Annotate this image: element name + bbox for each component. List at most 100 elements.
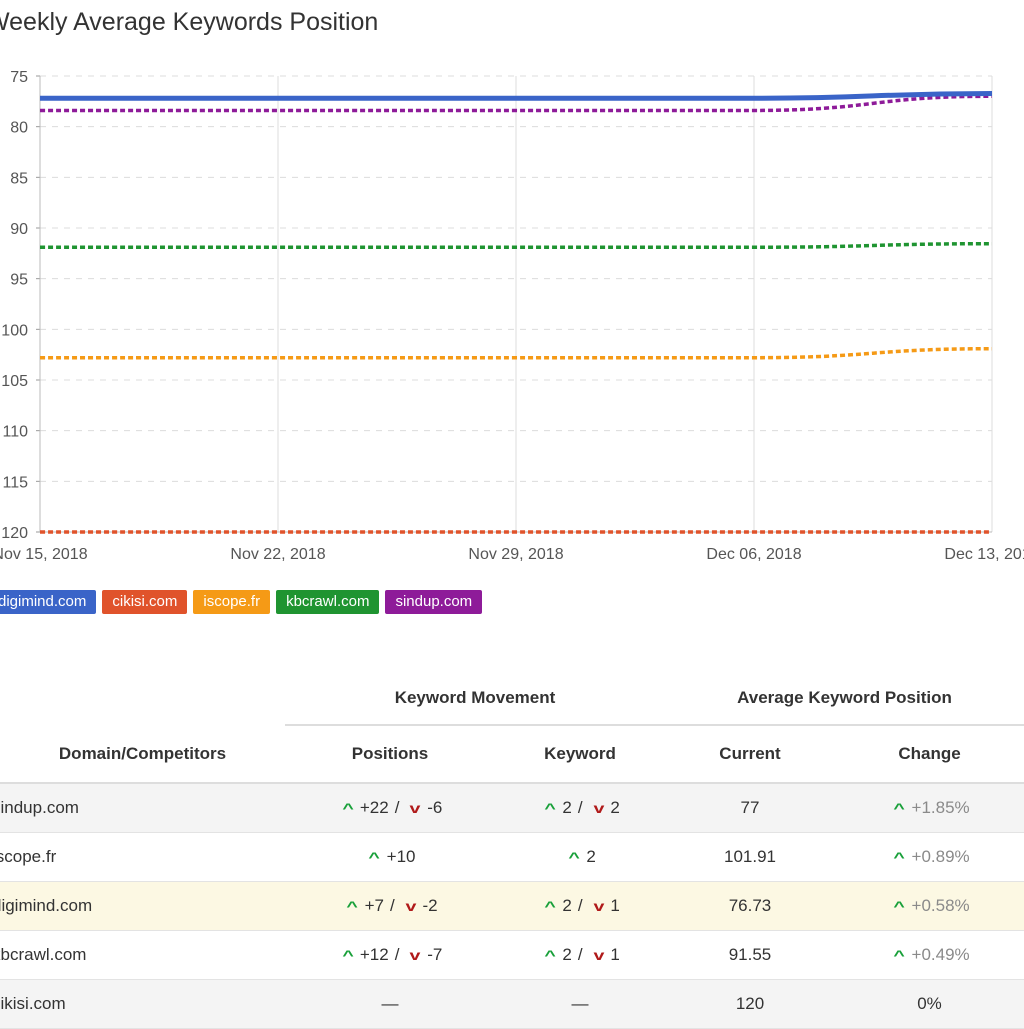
- keyword-up-value: 2: [586, 847, 596, 866]
- change-cell: ^ +0.58%: [835, 881, 1024, 931]
- positions-cell: ^ +7 / v -2: [285, 881, 495, 931]
- header-keyword-movement: Keyword Movement: [285, 672, 665, 726]
- positions-up-value: +7: [364, 896, 384, 915]
- series-line-digimind-com: [40, 91, 993, 101]
- y-tick-label: 75: [10, 69, 28, 86]
- legend-item-digimind-com[interactable]: digimind.com: [0, 590, 97, 614]
- header-average-position: Average Keyword Position: [665, 672, 1024, 726]
- header-domain[interactable]: Domain/Competitors: [0, 725, 285, 784]
- change-value: 0%: [917, 994, 942, 1013]
- x-tick-label: Nov 15, 2018: [0, 546, 88, 563]
- keyword-down-value: 1: [610, 896, 620, 915]
- keyword-cell: ^ 2: [495, 832, 665, 882]
- separator: /: [577, 896, 583, 915]
- arrow-down-icon: v: [409, 947, 421, 963]
- change-value: +1.85%: [911, 798, 970, 817]
- separator: /: [577, 945, 583, 964]
- header-change[interactable]: Change: [835, 725, 1024, 784]
- arrow-up-icon: ^: [568, 849, 580, 865]
- line-chart: 75 80 85 90 95 100 105 110 115 120 Nov 15, 2018 Nov…: [0, 69, 1024, 563]
- y-tick-label: 110: [2, 424, 28, 441]
- keyword-up-value: 2: [562, 896, 572, 915]
- chart-legend: digimind.com cikisi.com iscope.fr kbcrawl.c…: [0, 590, 483, 614]
- series-line-sindup-com: [40, 94, 993, 113]
- x-tick-label: Dec 13, 2018: [944, 546, 1024, 563]
- positions-none: —: [381, 994, 399, 1013]
- separator: /: [389, 896, 395, 915]
- keyword-table: Keyword Movement Average Keyword Positio…: [0, 672, 1024, 1029]
- table-body: sindup.com^+22/v-6^2/v277^+1.85%iscope.f…: [0, 783, 1024, 1029]
- header-keyword[interactable]: Keyword: [495, 725, 665, 784]
- positions-cell: ^ +22 / v -6: [285, 783, 495, 833]
- table-row[interactable]: digimind.com ^ +7/v -2 ^ 2/v 1 76.73 ^ +0.58%: [0, 881, 1024, 931]
- domain-name: sindup.com: [0, 798, 79, 817]
- series-line-iscope-fr: [40, 346, 993, 360]
- current-cell: 91.55: [665, 930, 835, 980]
- y-tick-label: 95: [10, 272, 28, 289]
- arrow-down-icon: v: [405, 898, 417, 914]
- domain-name: cikisi.com: [0, 994, 66, 1013]
- positions-cell: —: [285, 979, 495, 1029]
- arrow-up-icon: ^: [544, 800, 556, 816]
- table-row[interactable]: kbcrawl.com ^ +12/v -7 ^ 2/v 1 91.55 ^ +0.49%: [0, 930, 1024, 980]
- arrow-up-icon: ^: [342, 947, 354, 963]
- current-cell: 76.73: [665, 881, 835, 931]
- arrow-up-icon: ^: [368, 849, 381, 865]
- separator: /: [394, 798, 400, 817]
- change-value: +0.58%: [911, 896, 970, 915]
- y-tick-label: 120: [1, 525, 28, 542]
- positions-down-value: -6: [427, 798, 443, 817]
- positions-cell: ^ +12 / v -7: [285, 930, 495, 980]
- domain-name: iscope.fr: [0, 847, 57, 866]
- header-positions[interactable]: Positions: [285, 725, 495, 784]
- change-cell: ^ +0.49%: [835, 930, 1024, 980]
- positions-up-value: +10: [386, 847, 416, 866]
- x-tick-label: Nov 22, 2018: [230, 546, 325, 563]
- y-tick-label: 115: [2, 474, 28, 491]
- arrow-up-icon: ^: [893, 898, 906, 914]
- domain-cell: digimind.com: [0, 881, 285, 931]
- y-tick-label: 100: [1, 322, 28, 339]
- legend-item-kbcrawl-com[interactable]: kbcrawl.com: [276, 590, 380, 614]
- keyword-up-value: 2: [562, 798, 572, 817]
- legend-item-iscope-fr[interactable]: iscope.fr: [193, 590, 271, 614]
- arrow-up-icon: ^: [342, 800, 354, 816]
- legend-item-cikisi-com[interactable]: cikisi.com: [102, 590, 188, 614]
- arrow-up-icon: ^: [893, 800, 906, 816]
- domain-cell: sindup.com: [0, 783, 285, 833]
- x-tick-label: Dec 06, 2018: [706, 546, 801, 563]
- arrow-down-icon: v: [593, 898, 604, 914]
- table-row[interactable]: sindup.com ^ +22/v -6 ^ 2/v 2 77 ^ +1.85%: [0, 783, 1024, 833]
- change-cell: 0%: [835, 979, 1024, 1029]
- current-cell: 120: [665, 979, 835, 1029]
- series-line-kbcrawl-com: [39, 241, 993, 250]
- positions-down-value: -2: [422, 896, 438, 915]
- positions-up-value: +12: [359, 945, 389, 964]
- y-tick-label: 80: [10, 120, 28, 137]
- header-spacer: [0, 672, 285, 725]
- header-current[interactable]: Current: [665, 725, 835, 784]
- legend-item-sindup-com[interactable]: sindup.com: [385, 590, 483, 614]
- keyword-down-value: 2: [610, 798, 620, 817]
- keyword-cell: —: [495, 979, 665, 1029]
- arrow-down-icon: v: [593, 800, 604, 816]
- domain-cell: kbcrawl.com: [0, 930, 285, 980]
- y-tick-label: 105: [1, 373, 28, 390]
- separator: /: [577, 798, 583, 817]
- positions-up-value: +22: [359, 798, 389, 817]
- arrow-up-icon: ^: [544, 947, 556, 963]
- keyword-cell: ^ 2 / v 1: [495, 930, 665, 980]
- y-tick-label: 90: [10, 221, 28, 238]
- arrow-up-icon: ^: [893, 947, 906, 963]
- current-cell: 101.91: [665, 832, 835, 882]
- domain-name: kbcrawl.com: [0, 945, 87, 964]
- keyword-none: —: [571, 994, 589, 1013]
- keyword-cell: ^ 2 / v 1: [495, 881, 665, 931]
- x-tick-label: Nov 29, 2018: [468, 546, 563, 563]
- arrow-up-icon: ^: [893, 849, 906, 865]
- domain-cell: cikisi.com: [0, 979, 285, 1029]
- arrow-up-icon: ^: [346, 898, 359, 914]
- change-value: +0.49%: [911, 945, 970, 964]
- table-row[interactable]: cikisi.com — — 120 0%: [0, 979, 1024, 1029]
